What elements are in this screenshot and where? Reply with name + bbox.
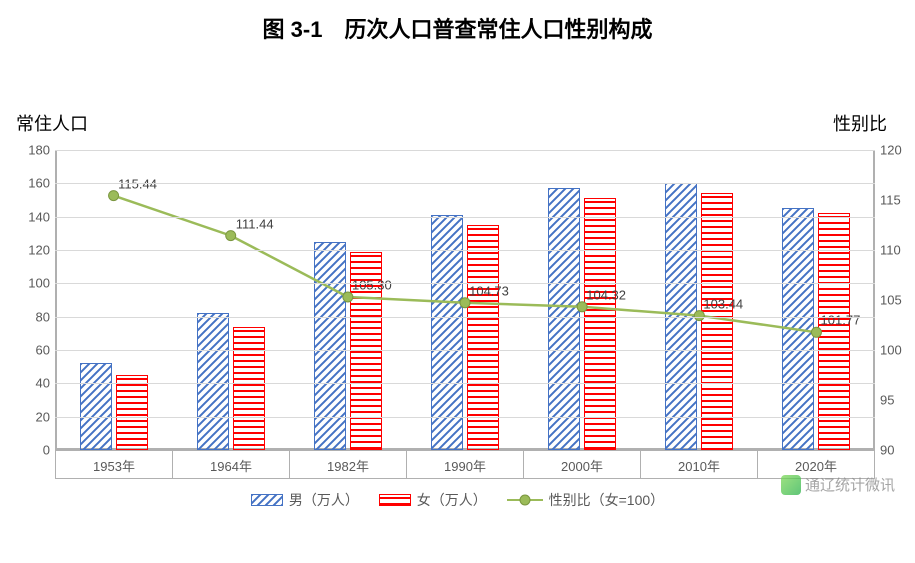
- watermark-text: 通辽统计微讯: [805, 474, 895, 495]
- y-left-tick: 180: [10, 143, 50, 158]
- chart: 常住人口 性别比 0 20 40 60 80 100 120 140 160 180 90 95 10…: [0, 55, 915, 545]
- y-left-tick: 140: [10, 209, 50, 224]
- category-label: 1990年: [444, 459, 486, 474]
- category-cell: 1990年: [407, 450, 524, 478]
- legend-label: 女（万人）: [417, 490, 487, 510]
- category-label: 1982年: [327, 459, 369, 474]
- watermark: 通辽统计微讯: [781, 474, 895, 495]
- y-right-tick: 90: [880, 443, 915, 458]
- y-right-tick: 115: [880, 193, 915, 208]
- data-label: 111.44: [236, 216, 274, 231]
- y-right-tick: 100: [880, 343, 915, 358]
- y-right-tick: 95: [880, 393, 915, 408]
- y-left-tick: 40: [10, 376, 50, 391]
- category-cell: 1964年: [173, 450, 290, 478]
- y-left-tick: 160: [10, 176, 50, 191]
- x-axis-categories: 1953年 1964年 1982年 1990年 2000年 2010年 2020年: [55, 450, 875, 478]
- legend-item-male: 男（万人）: [251, 490, 359, 510]
- data-label: 104.73: [469, 283, 509, 298]
- legend-swatch-icon: [251, 494, 283, 506]
- category-cell: 1982年: [290, 450, 407, 478]
- y-left-axis-title: 常住人口: [16, 110, 88, 136]
- y-right-tick: 110: [880, 243, 915, 258]
- category-cell: 1953年: [55, 450, 173, 478]
- legend-label: 男（万人）: [289, 490, 359, 510]
- category-cell: 2010年: [641, 450, 758, 478]
- category-label: 2000年: [561, 459, 603, 474]
- legend: 男（万人） 女（万人） 性别比（女=100）: [0, 490, 915, 510]
- data-label: 101.77: [821, 313, 861, 328]
- legend-label: 性别比（女=100）: [549, 490, 665, 510]
- data-label: 103.44: [703, 296, 743, 311]
- line-series: [55, 150, 875, 450]
- y-left-tick: 20: [10, 409, 50, 424]
- chart-title: 图 3-1 历次人口普查常住人口性别构成: [0, 0, 915, 44]
- y-left-tick: 100: [10, 276, 50, 291]
- wechat-icon: [781, 475, 801, 495]
- y-right-tick: 120: [880, 143, 915, 158]
- y-right-tick: 105: [880, 293, 915, 308]
- category-label: 1953年: [93, 459, 135, 474]
- legend-item-ratio: 性别比（女=100）: [507, 490, 665, 510]
- category-label: 2010年: [678, 459, 720, 474]
- category-border: [55, 478, 875, 479]
- category-cell: 2000年: [524, 450, 641, 478]
- plot-area: 115.44111.44105.30104.73104.32103.44101.…: [55, 150, 875, 450]
- category-label: 2020年: [795, 459, 837, 474]
- legend-item-female: 女（万人）: [379, 490, 487, 510]
- y-left-tick: 120: [10, 243, 50, 258]
- y-right-axis-title: 性别比: [833, 110, 887, 136]
- legend-swatch-icon: [379, 494, 411, 506]
- y-left-tick: 80: [10, 309, 50, 324]
- data-label: 105.30: [352, 278, 392, 293]
- y-left-tick: 0: [10, 443, 50, 458]
- legend-line-icon: [507, 494, 543, 506]
- category-label: 1964年: [210, 459, 252, 474]
- data-label: 104.32: [586, 287, 626, 302]
- y-left-tick: 60: [10, 343, 50, 358]
